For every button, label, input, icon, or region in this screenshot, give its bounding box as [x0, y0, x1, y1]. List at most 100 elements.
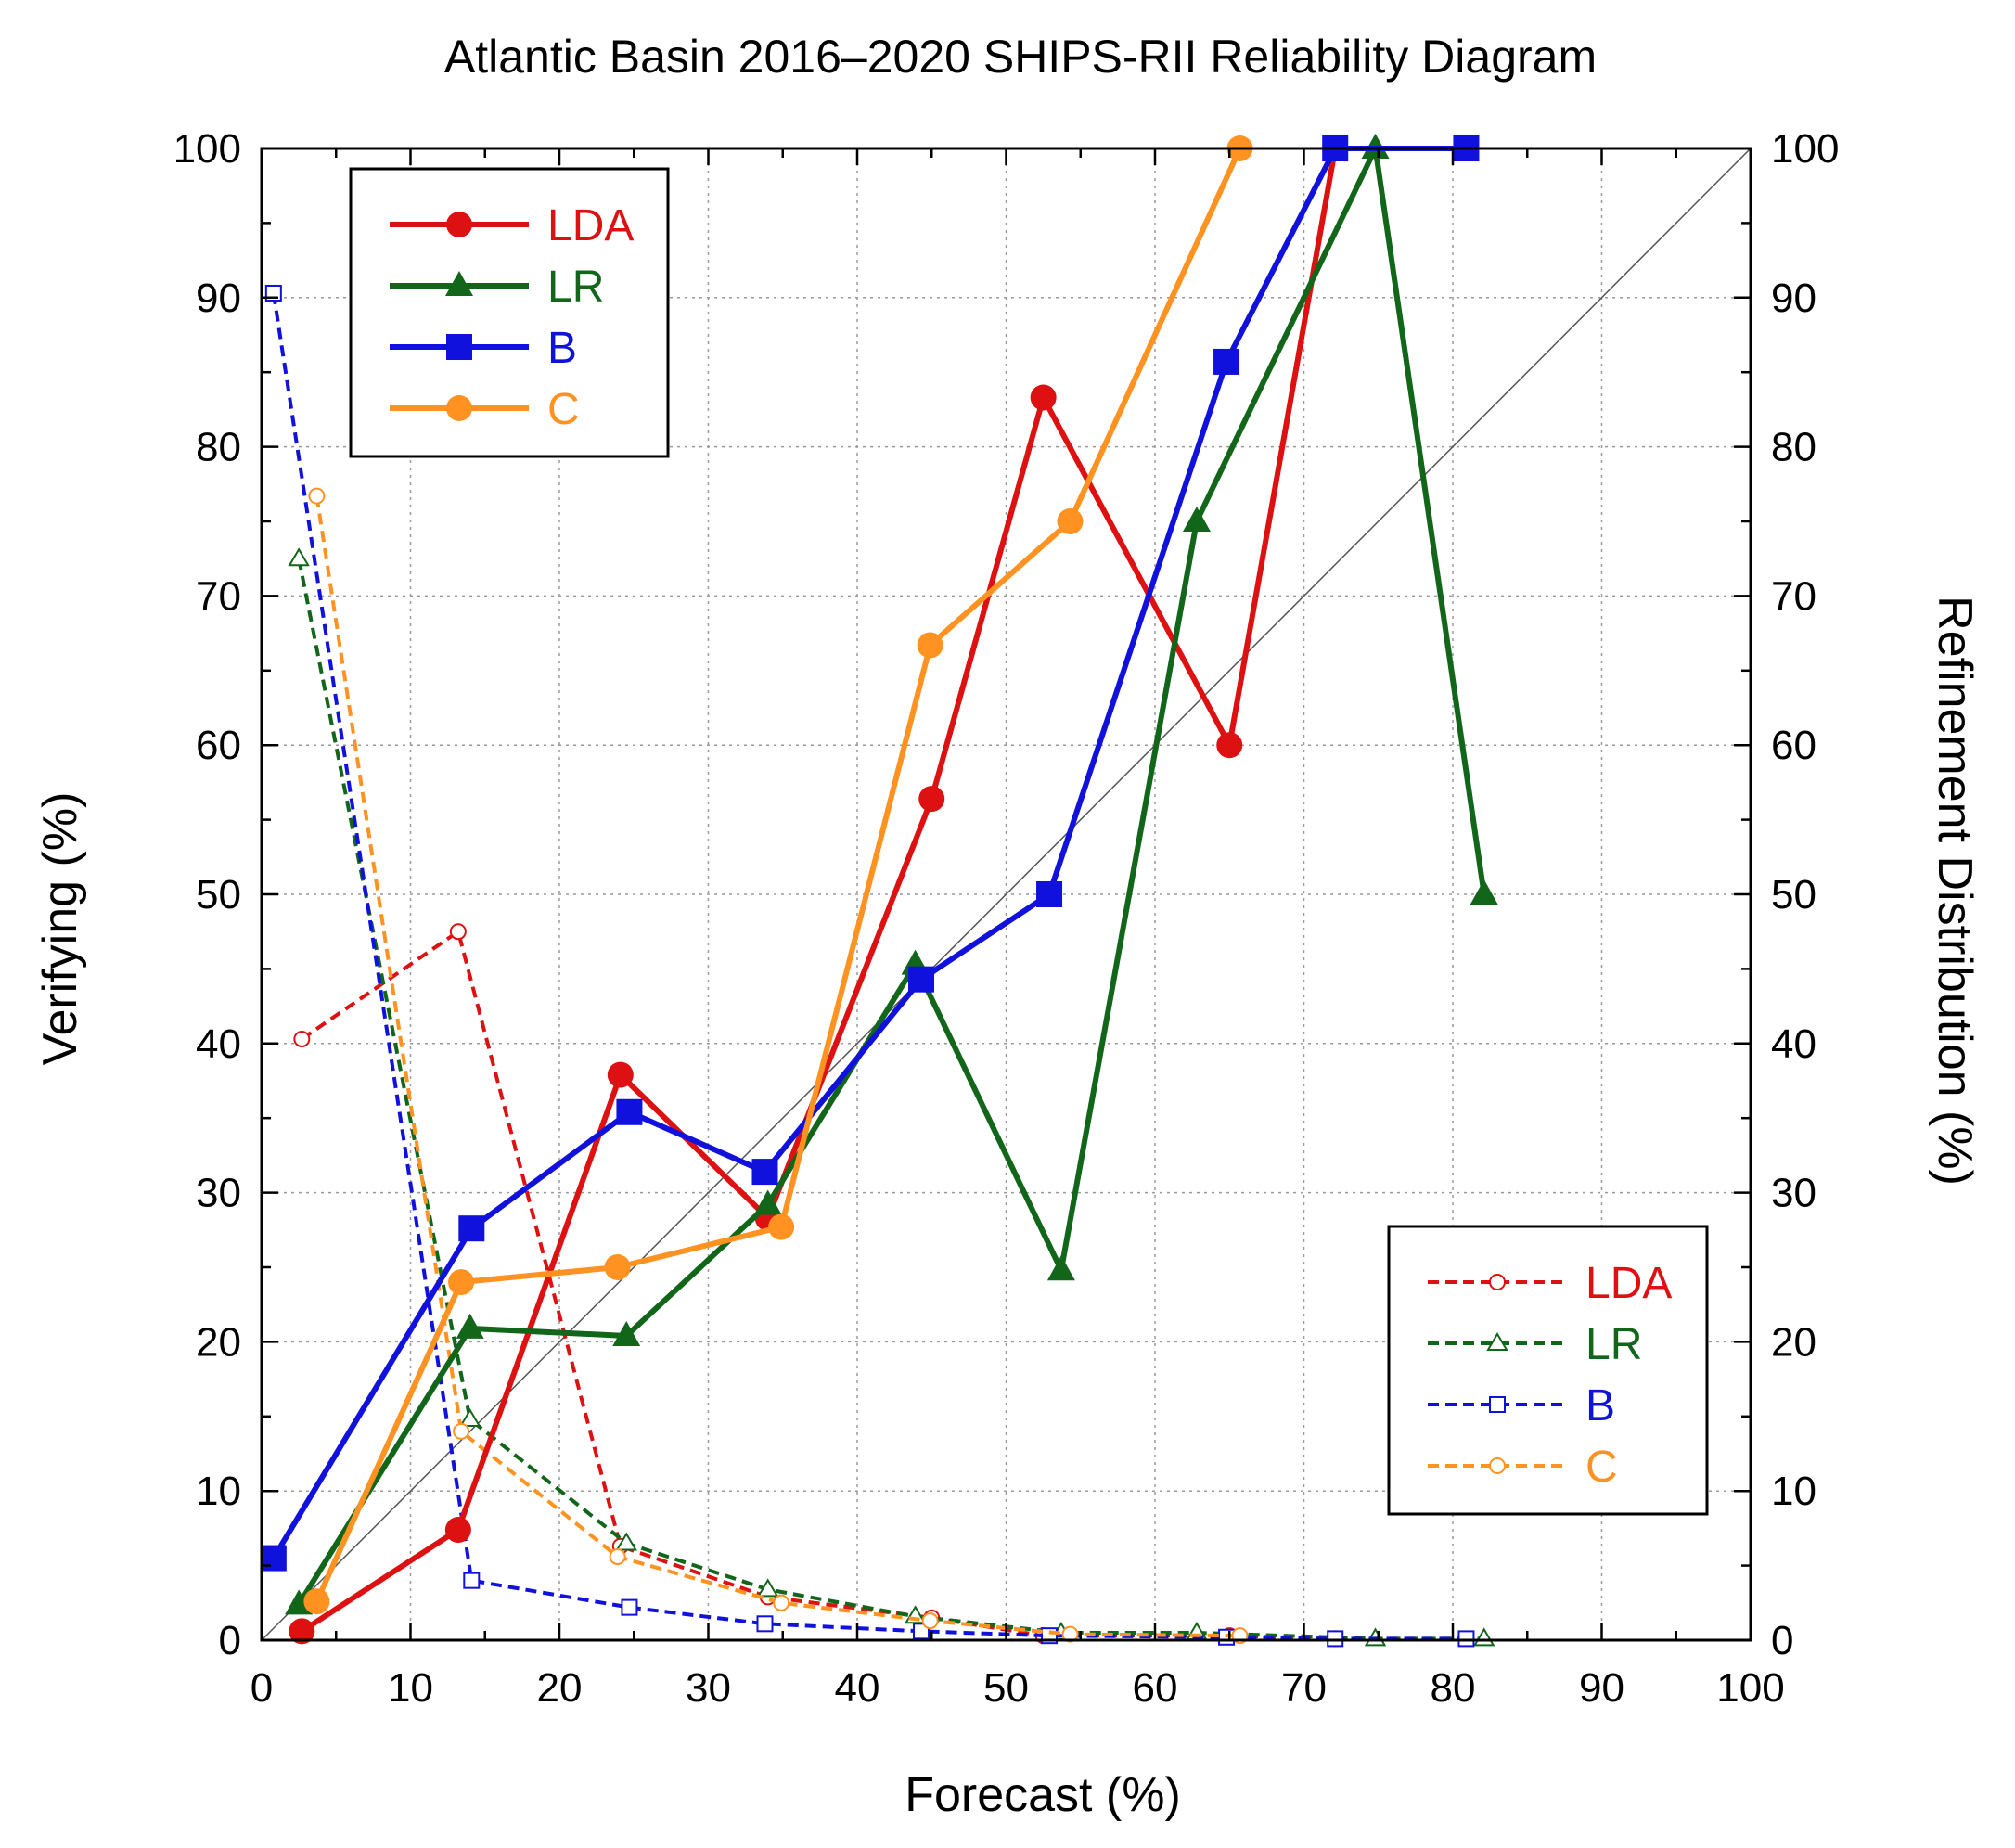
y-tick-labels: 0 10 20 30 40 50 60 70 80 90 100 — [173, 126, 241, 1663]
reliability-point-lda — [918, 786, 945, 813]
reliability-point-b — [1213, 348, 1240, 375]
legend-marker-b — [446, 334, 472, 360]
y-tick-label: 90 — [196, 276, 241, 321]
y2-tick-label: 90 — [1771, 276, 1816, 321]
reliability-point-b — [1036, 881, 1063, 907]
reliability-point-lda — [289, 1618, 315, 1645]
refinement-point-b — [463, 1572, 481, 1589]
y2-tick-label: 60 — [1771, 723, 1816, 768]
reliability-point-c — [448, 1269, 475, 1296]
refinement-point-lr — [615, 1532, 637, 1551]
x-tick-label: 20 — [537, 1665, 583, 1711]
y-tick-label: 70 — [196, 573, 241, 619]
refinement-point-lr — [458, 1408, 481, 1428]
legend-box — [1387, 1225, 1709, 1516]
y-tick-label: 40 — [196, 1021, 241, 1067]
x-tick-labels: 0 10 20 30 40 50 60 70 80 90 100 — [250, 1665, 1785, 1711]
y-tick-label: 30 — [196, 1171, 241, 1216]
y-tick-label: 100 — [173, 126, 241, 172]
refinement-point-lda — [293, 1030, 311, 1047]
legend-label-b: B — [547, 324, 577, 373]
y2-axis-label: Refinement Distribution (%) — [1928, 596, 1982, 1186]
reliability-point-lda — [444, 1517, 471, 1544]
x-tick-label: 70 — [1281, 1665, 1327, 1711]
x-tick-label: 100 — [1716, 1665, 1784, 1711]
x-tick-label: 10 — [388, 1665, 433, 1711]
reliability-point-b — [751, 1159, 778, 1186]
refinement-point-c — [308, 487, 326, 505]
legend-label-lr: LR — [547, 263, 604, 312]
reliability-point-c — [1057, 508, 1084, 534]
refinement-point-c — [453, 1422, 470, 1440]
reliability-point-lr — [612, 1320, 641, 1346]
y-axis-label: Verifying (%) — [33, 792, 87, 1066]
y-tick-label: 20 — [196, 1319, 241, 1365]
reliability-point-lr — [1046, 1255, 1075, 1281]
refinement-series — [264, 284, 1495, 1648]
y-tick-label: 80 — [196, 425, 241, 470]
x-tick-label: 60 — [1133, 1665, 1178, 1711]
reliability-point-lda — [1030, 384, 1057, 411]
y2-tick-label: 80 — [1771, 425, 1816, 470]
reliability-point-lda — [1216, 732, 1243, 759]
x-tick-label: 30 — [686, 1665, 731, 1711]
y-tick-label: 10 — [196, 1469, 241, 1514]
axis-ticks — [260, 147, 1752, 1642]
refinement-point-lda — [449, 923, 467, 941]
x-tick-label: 80 — [1431, 1665, 1476, 1711]
y-tick-label: 0 — [219, 1618, 241, 1663]
y2-tick-label: 10 — [1771, 1469, 1816, 1514]
legend-label-lda: LDA — [1585, 1259, 1672, 1308]
refinement-point-b — [1327, 1630, 1344, 1648]
y2-tick-label: 70 — [1771, 573, 1816, 619]
reliability-point-c — [303, 1588, 330, 1615]
legend-marker-c — [1489, 1457, 1506, 1474]
y2-tick-label: 40 — [1771, 1021, 1816, 1067]
x-tick-label: 50 — [983, 1665, 1029, 1711]
refinement-point-lr — [288, 547, 310, 567]
reliability-point-lda — [607, 1061, 634, 1088]
reliability-point-lr — [753, 1189, 782, 1215]
refinement-point-lr — [756, 1578, 779, 1598]
x-tick-label: 90 — [1579, 1665, 1624, 1711]
legend-marker-c — [446, 395, 472, 421]
refinement-point-b — [621, 1598, 638, 1616]
y2-tick-label: 0 — [1771, 1618, 1793, 1663]
x-tick-label: 40 — [835, 1665, 880, 1711]
chart-title: Atlantic Basin 2016–2020 SHIPS-RII Relia… — [444, 31, 1597, 83]
reliability-point-c — [917, 632, 943, 659]
refinement-point-b — [756, 1615, 774, 1633]
reliability-line-lda — [300, 148, 1339, 1634]
reliability-point-lr — [1182, 507, 1211, 532]
reliability-point-c — [604, 1254, 631, 1280]
y2-tick-label: 30 — [1771, 1171, 1816, 1216]
reliability-point-b — [616, 1098, 643, 1125]
legend-marker-b — [1489, 1396, 1506, 1413]
y-tick-label: 60 — [196, 723, 241, 768]
refinement-point-c — [773, 1594, 790, 1611]
legend-marker-lda — [1489, 1274, 1506, 1290]
legend-label-c: C — [547, 385, 580, 434]
y2-tick-label: 50 — [1771, 872, 1816, 918]
y2-tick-labels: 0 10 20 30 40 50 60 70 80 90 100 — [1771, 126, 1839, 1663]
reliability-series — [260, 134, 1498, 1645]
y2-tick-label: 100 — [1771, 126, 1839, 172]
legend-marker-lr — [445, 271, 473, 296]
legend-marker-lr — [1486, 1332, 1508, 1351]
y-tick-label: 50 — [196, 872, 241, 918]
reliability-point-c — [768, 1213, 795, 1240]
refinement-point-b — [1457, 1630, 1475, 1648]
x-axis-label: Forecast (%) — [905, 1768, 1181, 1822]
x-tick-label: 0 — [250, 1665, 273, 1711]
legend-reliability: LDA LR BC — [349, 167, 670, 458]
legend-label-c: C — [1585, 1443, 1618, 1492]
reliability-point-lr — [1470, 879, 1498, 905]
reliability-point-b — [908, 966, 935, 993]
legend-label-lda: LDA — [547, 201, 634, 250]
reliability-point-b — [458, 1215, 485, 1242]
refinement-point-c — [609, 1547, 626, 1565]
reliability-point-lr — [456, 1313, 484, 1339]
refinement-point-c — [921, 1612, 939, 1630]
refinement-line-b — [271, 292, 1467, 1641]
